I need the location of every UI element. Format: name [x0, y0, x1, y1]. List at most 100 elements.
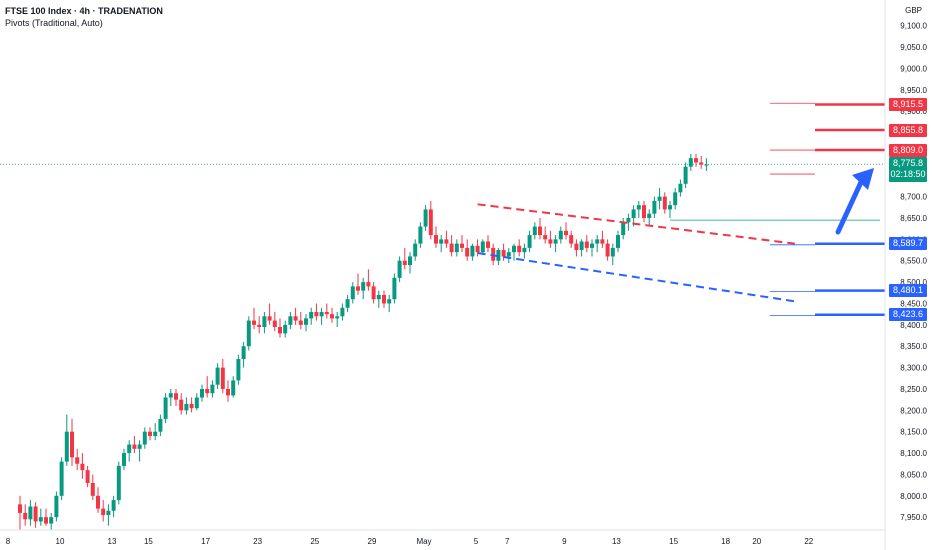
y-tick-label: 8,450.0 — [900, 299, 927, 308]
candles — [18, 153, 709, 530]
y-tick-label: 8,900.0 — [900, 107, 927, 116]
candle-body — [298, 320, 303, 325]
candle-body — [678, 183, 683, 193]
candle-body — [595, 239, 600, 244]
candle-body — [444, 239, 449, 244]
candle-body — [132, 444, 137, 449]
candle-body — [387, 299, 392, 304]
x-tick-label: 7 — [505, 537, 510, 546]
candle-body — [465, 247, 470, 257]
candle-body — [584, 241, 589, 248]
indicator-label: Pivots (Traditional, Auto) — [5, 18, 103, 28]
y-tick-label: 8,250.0 — [900, 385, 927, 394]
candle-body — [18, 504, 22, 513]
last-price-tag: 8,775.8 02:18:50 — [889, 157, 927, 183]
candle-body — [408, 256, 412, 265]
candle-body — [616, 235, 620, 248]
candle-body — [590, 243, 594, 248]
x-tick-label: 15 — [669, 537, 678, 546]
x-tick-label: 29 — [368, 537, 377, 546]
candle-body — [486, 241, 490, 248]
candle-body — [340, 307, 345, 317]
candle-body — [241, 346, 246, 360]
candle-body — [512, 245, 516, 253]
candle-body — [569, 235, 574, 244]
price-axis[interactable]: 7,950.0 8,000.0 8,050.0 8,100.0 8,150.0 8,200… — [884, 0, 928, 550]
candle-body — [506, 252, 511, 257]
candle-body — [517, 245, 522, 253]
bar-countdown: 02:18:50 — [890, 169, 926, 180]
candle-body — [148, 431, 152, 436]
candle-body — [699, 162, 704, 165]
candle-body — [454, 243, 459, 253]
candle-body — [439, 239, 444, 244]
x-tick-label: 23 — [253, 537, 262, 546]
candle-body — [101, 508, 106, 516]
y-tick-label: 8,150.0 — [900, 428, 927, 437]
x-tick-label: 8 — [6, 537, 11, 546]
candle-body — [460, 243, 464, 248]
tag-8589: 8,589.7 — [889, 237, 927, 251]
candle-body — [75, 457, 80, 464]
candle-body — [543, 235, 548, 240]
candle-body — [163, 397, 168, 419]
candle-body — [668, 205, 672, 210]
candle-body — [621, 222, 626, 236]
candle-body — [548, 239, 553, 244]
candle-body — [304, 318, 308, 325]
y-tick-label: 9,100.0 — [900, 22, 927, 31]
pattern-overlays — [0, 102, 885, 317]
candle-body — [142, 431, 147, 445]
y-tick-label: 8,100.0 — [900, 449, 927, 458]
candle-body — [626, 217, 631, 223]
candle-body — [111, 500, 116, 511]
candle-body — [350, 286, 355, 300]
candle-body — [23, 512, 28, 520]
x-tick-label: 13 — [108, 537, 117, 546]
candle-body — [174, 393, 178, 400]
candle-body — [85, 470, 90, 483]
candle-body — [491, 247, 496, 261]
candle-body — [652, 200, 657, 214]
resistance-trendline — [477, 203, 795, 245]
up-arrow-head — [852, 168, 874, 190]
candle-body — [49, 517, 54, 524]
candle-body — [345, 299, 350, 308]
x-tick-label: 10 — [56, 537, 65, 546]
candle-body — [522, 247, 527, 253]
candle-body — [179, 399, 184, 411]
candle-body — [413, 243, 418, 257]
candle-body — [610, 247, 615, 257]
candle-body — [158, 418, 163, 432]
candle-body — [189, 403, 194, 409]
y-tick-label: 9,000.0 — [900, 64, 927, 73]
candle-body — [231, 380, 236, 396]
x-tick-label: 17 — [201, 537, 210, 546]
candle-body — [532, 226, 537, 236]
candle-body — [694, 158, 698, 163]
candle-body — [564, 230, 568, 236]
candle-body — [278, 326, 282, 334]
x-tick-label: 18 — [721, 537, 730, 546]
candle-body — [704, 164, 709, 166]
tag-8423: 8,423.6 — [889, 308, 927, 322]
candle-body — [210, 384, 215, 394]
candle-body — [168, 393, 173, 398]
tag-8855: 8,855.8 — [889, 123, 927, 137]
x-tick-label: 25 — [310, 537, 319, 546]
candle-body — [272, 320, 277, 327]
y-tick-label: 8,200.0 — [900, 406, 927, 415]
candle-body — [122, 453, 126, 466]
last-price-value: 8,775.8 — [892, 158, 924, 169]
time-axis[interactable]: 8 10 13 15 17 23 25 29 May 5 7 9 13 15 18 20 22 — [0, 529, 885, 546]
candle-body — [647, 213, 652, 218]
candle-body — [226, 388, 230, 396]
chart-title: FTSE 100 Index · 4h · TRADENATION — [5, 6, 163, 16]
y-tick-label: 8,400.0 — [900, 321, 927, 330]
candle-body — [558, 230, 563, 240]
candle-body — [657, 196, 662, 201]
tag-8915: 8,915.5 — [889, 98, 927, 111]
candle-body — [38, 517, 43, 522]
candle-body — [673, 192, 678, 206]
